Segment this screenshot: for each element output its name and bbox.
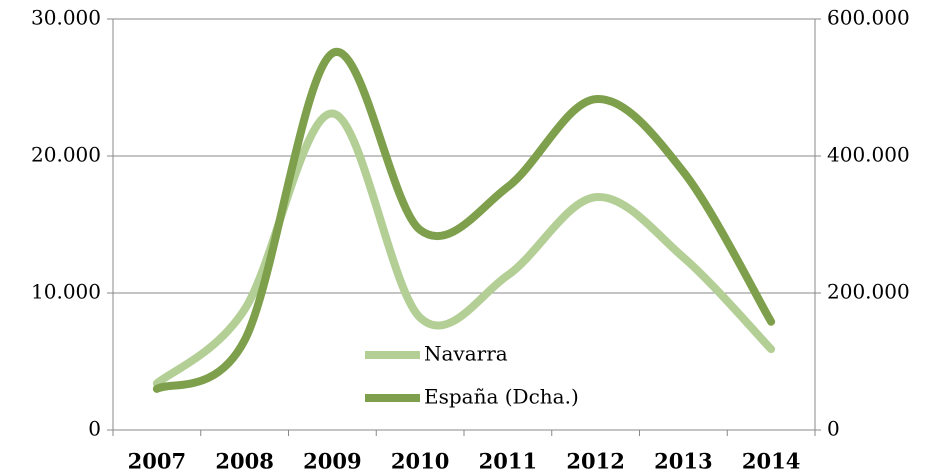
x-tick-label: 2012 (566, 449, 624, 474)
x-tick-label: 2014 (742, 449, 800, 474)
legend-label: España (Dcha.) (424, 385, 579, 409)
y2-tick-label: 600.000 (827, 6, 910, 30)
y-tick-label: 10.000 (31, 280, 101, 304)
x-tick-label: 2011 (479, 449, 537, 474)
y-tick-label: 30.000 (31, 6, 101, 30)
y-tick-label: 20.000 (31, 143, 101, 167)
series-line (152, 109, 776, 388)
y2-tick-label: 0 (827, 417, 840, 441)
y-tick-label: 0 (88, 417, 101, 441)
x-tick-label: 2008 (215, 449, 273, 474)
series-line (152, 47, 776, 393)
x-tick-label: 2013 (654, 449, 712, 474)
legend-label: Navarra (424, 342, 508, 366)
y2-tick-label: 200.000 (827, 280, 910, 304)
y2-tick-label: 400.000 (827, 143, 910, 167)
x-tick-label: 2009 (303, 449, 361, 474)
x-tick-label: 2007 (128, 449, 186, 474)
x-tick-label: 2010 (391, 449, 449, 474)
